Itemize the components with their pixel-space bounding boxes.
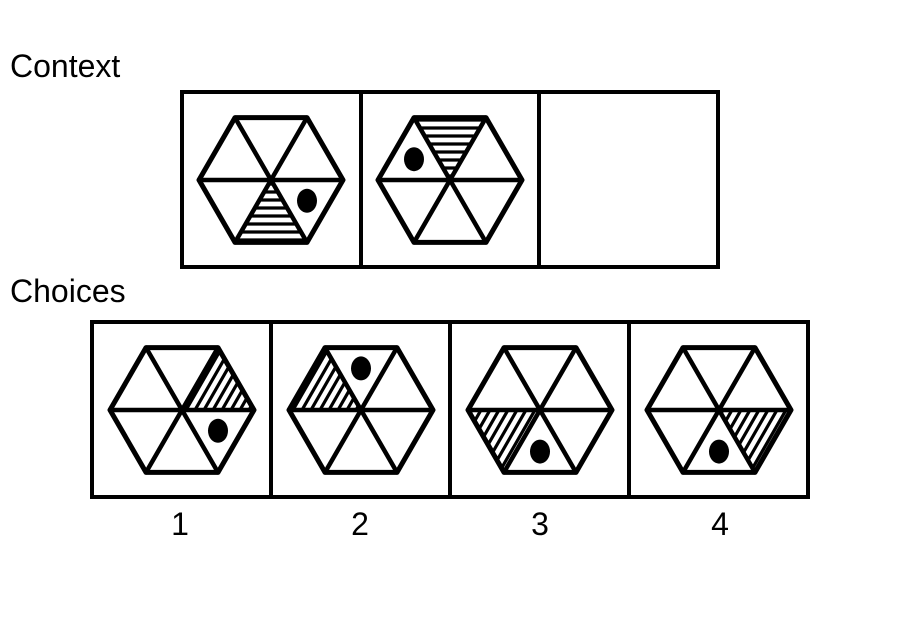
hexagon-diagonal (143, 344, 220, 475)
choice-number-3[interactable]: 3 (531, 506, 549, 542)
choices-row (90, 320, 810, 499)
choice-number-1[interactable]: 1 (171, 506, 189, 542)
black-dot (708, 439, 729, 464)
hexagon-diagonal (411, 114, 489, 245)
black-dot (529, 439, 550, 464)
choice-panel-1[interactable] (94, 324, 269, 495)
choice-panel-4[interactable] (627, 324, 806, 495)
context-panel-3-empty (537, 94, 716, 265)
hexagon-figure (465, 344, 614, 475)
choice-number-4[interactable]: 4 (711, 506, 729, 542)
hexagon-diagonal (322, 344, 399, 475)
hexagon-diagonal (233, 114, 310, 245)
hexagon-figure (644, 344, 793, 475)
black-dot (350, 355, 371, 380)
context-label: Context (10, 48, 121, 84)
hexagon-figure (375, 114, 525, 245)
hexagon-figure (107, 344, 256, 475)
choice-number-2[interactable]: 2 (351, 506, 369, 542)
context-panel-1 (184, 94, 359, 265)
black-dot (404, 146, 424, 171)
hexagon-diagonal (680, 344, 757, 475)
context-row (180, 90, 720, 269)
black-dot (297, 188, 318, 213)
black-dot (207, 418, 228, 443)
choice-numbers: 1 2 3 4 (90, 508, 810, 540)
hexagon-figure (196, 114, 346, 245)
choice-panel-3[interactable] (448, 324, 627, 495)
hexagon-figure (286, 344, 435, 475)
hexagon-diagonal (501, 344, 578, 475)
context-panel-2 (358, 94, 538, 265)
choices-label: Choices (10, 273, 126, 309)
choice-panel-2[interactable] (269, 324, 448, 495)
